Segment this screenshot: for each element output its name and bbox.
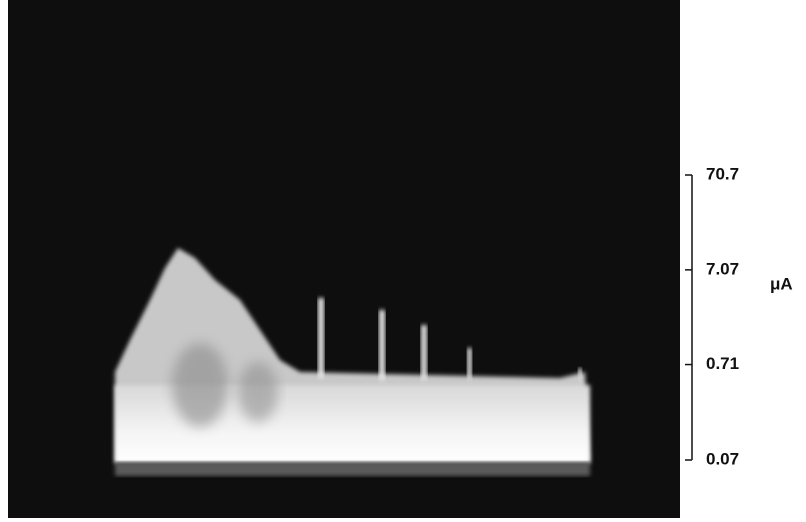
y-tick-label: 0.07: [706, 449, 739, 468]
y-tick-label: 0.71: [706, 354, 739, 373]
y-tick-label: 70.7: [706, 164, 739, 183]
trace: [115, 248, 590, 476]
y-tick-label: 7.07: [706, 259, 739, 278]
y-unit: μA: [770, 274, 793, 293]
